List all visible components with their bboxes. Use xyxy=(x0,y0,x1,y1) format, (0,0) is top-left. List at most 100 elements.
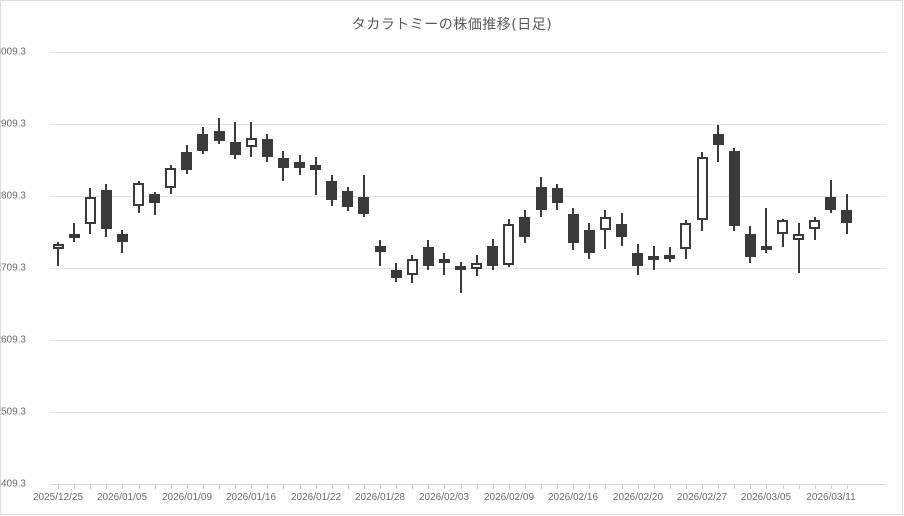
candle-body-down xyxy=(583,230,595,254)
y-axis-tick-label: 2609.3 xyxy=(0,334,26,346)
candle-wick xyxy=(73,222,76,243)
x-axis-tick xyxy=(428,484,429,489)
candle-body-down xyxy=(261,139,273,157)
x-axis-tick xyxy=(670,484,671,489)
x-axis-tick xyxy=(58,484,59,489)
candle-body-up xyxy=(664,254,676,259)
x-axis-tick xyxy=(766,484,767,489)
x-axis-tick xyxy=(718,484,719,489)
x-axis-tick-label: 2026/01/22 xyxy=(290,492,342,503)
x-axis-tick xyxy=(799,484,800,489)
x-axis-tick xyxy=(348,484,349,489)
chart-title: タカラトミーの株価推移(日足) xyxy=(351,17,553,33)
y-axis-tick-label: 2709.3 xyxy=(0,262,26,274)
x-axis-tick xyxy=(589,484,590,489)
x-axis-tick xyxy=(219,484,220,489)
gridline xyxy=(50,412,886,413)
plot-area: 2409.3 2509.3 2609.3 2709.3 2809.3 2909.3 3009… xyxy=(0,47,886,503)
x-axis-tick xyxy=(139,484,140,489)
candle-body-down xyxy=(277,158,289,169)
x-axis-tick xyxy=(573,484,574,489)
x-axis-tick xyxy=(106,484,107,489)
candle-body-up xyxy=(406,258,418,275)
candle-body-down xyxy=(422,247,434,267)
candle-wick xyxy=(153,191,156,215)
x-axis-tick xyxy=(847,484,848,489)
candle-body-down xyxy=(825,196,837,210)
candle-wick xyxy=(362,175,365,218)
x-axis-tick-label: 2026/02/27 xyxy=(676,492,728,503)
candle-body-down xyxy=(181,152,193,171)
x-axis-tick xyxy=(654,484,655,489)
candle-body-down xyxy=(744,234,756,258)
x-axis-tick-label: 2026/02/20 xyxy=(612,492,664,503)
candle-body-up xyxy=(760,245,772,250)
candle-body-up xyxy=(68,233,80,238)
x-axis-tick xyxy=(750,484,751,489)
x-axis-tick-label: 2026/01/28 xyxy=(354,492,406,503)
x-axis-tick xyxy=(525,484,526,489)
candle-body-down xyxy=(358,196,370,215)
candle-wick xyxy=(459,261,462,294)
candle-body-down xyxy=(326,181,338,200)
candle-wick xyxy=(765,208,768,254)
x-axis-tick xyxy=(509,484,510,489)
x-axis-tick xyxy=(235,484,236,489)
x-axis-tick-label: 2026/03/05 xyxy=(740,492,792,503)
candle-body-down xyxy=(616,224,627,238)
x-axis-tick xyxy=(557,484,558,489)
y-axis-tick-label: 2409.3 xyxy=(0,478,26,490)
x-axis-tick xyxy=(187,484,188,489)
y-axis-tick-label: 2809.3 xyxy=(0,190,26,202)
x-axis-tick xyxy=(122,484,123,489)
x-axis-tick xyxy=(444,484,445,489)
x-axis-tick xyxy=(396,484,397,489)
gridline xyxy=(50,52,886,53)
candle-wick xyxy=(57,242,59,267)
x-axis-tick xyxy=(734,484,735,489)
x-axis-tick xyxy=(783,484,784,489)
x-axis-tick xyxy=(815,484,816,489)
candle-body-down xyxy=(100,189,112,229)
candle-body-down xyxy=(841,209,853,223)
gridline xyxy=(50,268,886,269)
x-axis-tick xyxy=(477,484,478,489)
candle-body-up xyxy=(245,137,257,147)
candle-wick xyxy=(813,217,816,241)
x-axis-tick-label: 2026/01/05 xyxy=(96,492,148,503)
candle-body-down xyxy=(487,245,499,267)
x-axis-tick xyxy=(283,484,284,489)
x-axis-tick xyxy=(364,484,365,489)
x-axis-tick xyxy=(412,484,413,489)
candle-body-down xyxy=(149,194,161,203)
x-axis-tick xyxy=(251,484,252,489)
x-axis-tick xyxy=(622,484,623,489)
candle-body-down xyxy=(294,162,305,169)
gridline xyxy=(50,124,886,125)
x-axis-tick xyxy=(461,484,462,489)
candle-wick xyxy=(234,122,237,160)
candle-body-down xyxy=(648,255,660,261)
candle-body-down xyxy=(213,130,225,141)
candle-body-up xyxy=(809,219,821,229)
candle-body-down xyxy=(374,245,386,252)
x-axis-tick-label: 2026/01/09 xyxy=(161,492,213,503)
candle-wick xyxy=(797,222,800,274)
candle-body-up xyxy=(503,224,515,265)
candle-body-up xyxy=(793,234,805,241)
x-axis-tick xyxy=(316,484,317,489)
candle-body-up xyxy=(777,219,788,235)
candle-body-down xyxy=(310,165,322,170)
candle-body-down xyxy=(197,133,209,151)
candle-body-up xyxy=(52,243,64,250)
x-axis-tick xyxy=(267,484,268,489)
candle-body-down xyxy=(455,266,466,271)
candle-body-up xyxy=(165,168,177,189)
candle-wick xyxy=(314,156,317,196)
x-axis-tick xyxy=(541,484,542,489)
x-axis-tick-label: 2026/03/11 xyxy=(806,492,856,503)
candle-body-up xyxy=(471,263,483,269)
x-axis-tick xyxy=(171,484,172,489)
